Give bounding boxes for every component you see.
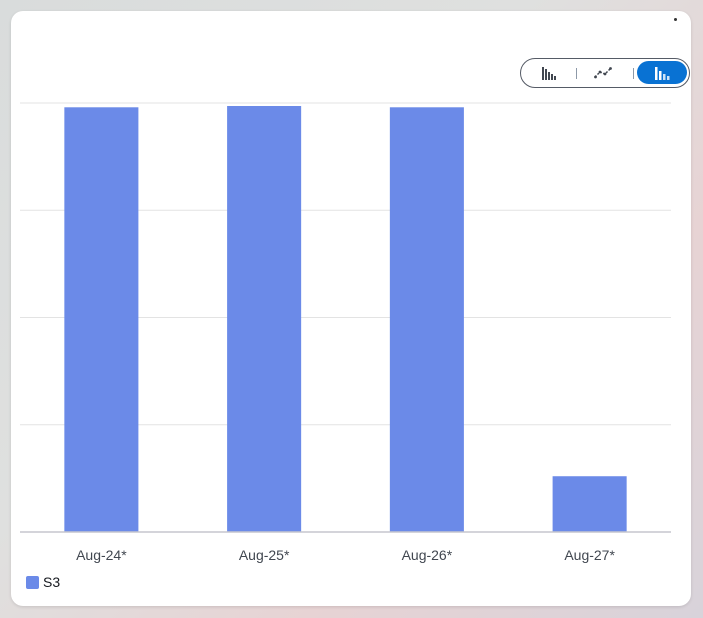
chart-card: Aug-24* Aug-25* Aug-26* Aug-27* S3 — [11, 11, 691, 606]
stacked-bar-chart-button[interactable] — [637, 61, 687, 84]
x-tick-label: Aug-24* — [76, 547, 127, 563]
more-options-icon[interactable] — [674, 18, 677, 21]
bar — [389, 107, 464, 532]
bar — [227, 106, 302, 533]
x-tick-label: Aug-25* — [239, 547, 290, 563]
stacked-bar-chart-icon — [655, 66, 670, 80]
grouped-bar-chart-button[interactable] — [527, 61, 571, 84]
line-chart-icon — [594, 66, 612, 78]
legend-swatch — [26, 575, 39, 589]
chart-type-toggle — [520, 58, 690, 88]
toggle-separator — [576, 68, 577, 79]
toggle-separator — [633, 68, 634, 79]
chart-legend: S3 — [26, 574, 60, 590]
x-tick-label: Aug-27* — [564, 547, 615, 563]
bar — [64, 107, 139, 532]
legend-label[interactable]: S3 — [43, 574, 61, 590]
grouped-bar-chart-icon — [542, 66, 556, 80]
line-chart-button[interactable] — [581, 61, 625, 84]
bar — [552, 476, 627, 532]
bar-chart: Aug-24* Aug-25* Aug-26* Aug-27* — [20, 102, 671, 563]
x-tick-label: Aug-26* — [402, 547, 453, 563]
